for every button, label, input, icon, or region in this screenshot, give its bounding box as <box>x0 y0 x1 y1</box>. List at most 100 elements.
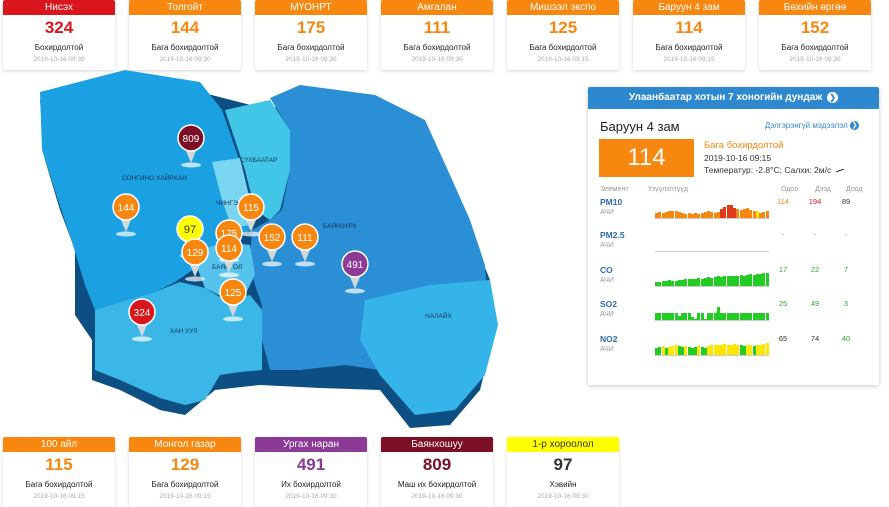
district-sukhbaatar[interactable] <box>225 100 290 220</box>
trend-bar <box>736 312 740 320</box>
station-card[interactable]: 1-р хороолол 97 Хэвийн 2019-10-16 09:30 <box>507 437 619 507</box>
station-status: Бага бохирдолтой <box>529 43 597 52</box>
station-aqi: 152 <box>800 18 830 37</box>
trend-bar <box>700 346 704 355</box>
trend-bar <box>746 274 749 286</box>
trend-bar <box>664 312 668 320</box>
trend-bar <box>687 279 691 286</box>
pollutant-name[interactable]: PM2.5 <box>600 230 625 240</box>
station-aqi: 97 <box>553 455 573 474</box>
trend-bar <box>655 212 658 218</box>
station-time: 2019-10-16 09:30 <box>789 56 841 63</box>
station-time: 2019-10-16 09:15 <box>663 56 715 63</box>
panel-aqi-value: 114 <box>599 139 694 177</box>
station-time: 2019-10-16 09:30 <box>285 493 337 500</box>
trend-bar <box>739 345 743 355</box>
trend-bar <box>677 280 681 286</box>
trend-bar <box>716 306 720 320</box>
station-card[interactable]: МҮОНРТ 175 Бага бохирдолтой 2019-10-16 09:3… <box>255 0 367 70</box>
station-card[interactable]: Толгойт 144 Бага бохирдолтой 2019-10-16 09:… <box>129 0 241 70</box>
pin-value: 97 <box>184 224 196 236</box>
trend-bar <box>668 280 671 286</box>
station-time: 2019-10-16 09:30 <box>33 56 85 63</box>
panel-title: Улаанбаатар хотын 7 хоногийн дундаж <box>628 92 823 103</box>
station-status: Бага бохирдолтой <box>151 480 219 489</box>
trend-bar <box>739 274 743 286</box>
trend-bar <box>759 274 762 286</box>
station-aqi: 125 <box>548 18 578 37</box>
trend-bar <box>674 280 678 286</box>
station-pin[interactable]: 144 <box>112 193 140 237</box>
trend-bar <box>703 318 707 320</box>
trend-bar <box>733 207 736 218</box>
station-status: Их бохирдолтой <box>281 480 341 489</box>
trend-bar <box>736 344 740 355</box>
pollutant-name[interactable]: PM10 <box>600 197 623 207</box>
detail-link[interactable]: Дэлгэрэнгүй мэдээлэл ❯ <box>765 121 859 131</box>
trend-bar <box>668 313 671 320</box>
station-pin[interactable]: 324 <box>128 298 156 342</box>
pin-head <box>112 193 140 221</box>
trend-bar <box>713 277 717 286</box>
pollutant-name[interactable]: CO <box>600 265 613 275</box>
station-card[interactable]: Баянхошуу 809 Маш их бохирдолтой 2019-10-16… <box>381 437 493 507</box>
trend-bar <box>726 313 730 320</box>
station-aqi: 114 <box>675 18 703 37</box>
trend-bar <box>752 274 756 286</box>
trend-bar <box>716 345 720 355</box>
pin-value: 152 <box>264 233 281 244</box>
station-card[interactable]: Ургах наран 491 Их бохирдолтой 2019-10-16 0… <box>255 437 367 507</box>
trend-bar <box>739 209 743 218</box>
station-card[interactable]: Нисэх 324 Бохирдолтой 2019-10-16 09:30 <box>3 0 115 70</box>
trend-bar <box>690 213 694 218</box>
station-card[interactable]: 100 айл 115 Бага бохирдолтой 2019-10-16 09:… <box>3 437 115 507</box>
pollutant-now: - <box>781 230 785 239</box>
station-time: 2019-10-16 09:30 <box>537 493 589 500</box>
station-pin[interactable]: 129 <box>181 238 209 282</box>
station-card[interactable]: Баруун 4 зам 114 Бага бохирдолтой 2019-10-1… <box>633 0 745 70</box>
panel-header[interactable]: Улаанбаатар хотын 7 хоногийн дундаж ❯ <box>588 87 879 109</box>
trend-bar <box>752 346 756 355</box>
trend-bar <box>674 211 678 218</box>
station-pin[interactable]: 114 <box>215 234 243 278</box>
col-now: Одоо <box>781 186 799 193</box>
station-pin[interactable]: 111 <box>291 223 319 267</box>
station-aqi: 809 <box>422 455 452 474</box>
pollutant-trend-chart <box>655 271 769 287</box>
pin-shadow <box>132 336 152 342</box>
trend-bar <box>723 276 727 286</box>
pollutant-max: 22 <box>810 265 820 274</box>
trend-bar <box>759 212 762 218</box>
station-card[interactable]: Мишээл экспо 125 Бага бохирдолтой 2019-10-1… <box>507 0 619 70</box>
trend-bar <box>765 343 769 355</box>
station-pin[interactable]: 491 <box>341 250 369 294</box>
trend-bar <box>661 346 665 355</box>
station-pin[interactable]: 152 <box>258 223 286 267</box>
trend-bar <box>703 347 707 355</box>
station-card[interactable]: Монгол газар 129 Бага бохирдолтой 2019-10-1… <box>129 437 241 507</box>
pollutant-name[interactable]: NO2 <box>600 334 618 344</box>
pin-head <box>181 238 209 266</box>
trend-bar <box>671 210 675 218</box>
pollutant-name[interactable]: SO2 <box>600 299 618 309</box>
station-pin[interactable]: 125 <box>219 278 247 322</box>
trend-bar <box>759 344 762 355</box>
station-status: Бага бохирдолтой <box>655 43 723 52</box>
pollutant-min: - <box>844 230 848 239</box>
pin-value: 115 <box>243 203 259 214</box>
trend-bar <box>677 346 681 355</box>
trend-bar <box>762 273 766 286</box>
station-pin[interactable]: 115 <box>237 193 265 237</box>
station-pin[interactable]: 809 <box>177 124 205 168</box>
pin-value: 125 <box>225 288 242 299</box>
station-aqi: 324 <box>44 18 74 37</box>
district-nalaikh[interactable] <box>360 280 498 415</box>
pin-head <box>215 234 243 262</box>
trend-bar <box>742 312 746 320</box>
station-card[interactable]: Бөхийн өргөө 152 Бага бохирдолтой 2019-10-1… <box>759 0 871 70</box>
trend-bar <box>694 278 697 286</box>
trend-bar <box>723 206 727 218</box>
station-card[interactable]: Амгалан 111 Бага бохирдолтой 2019-10-16 09:… <box>381 0 493 70</box>
trend-bar <box>755 274 759 286</box>
pollutant-row: PM2.5 АЧИ - - - <box>600 230 870 260</box>
